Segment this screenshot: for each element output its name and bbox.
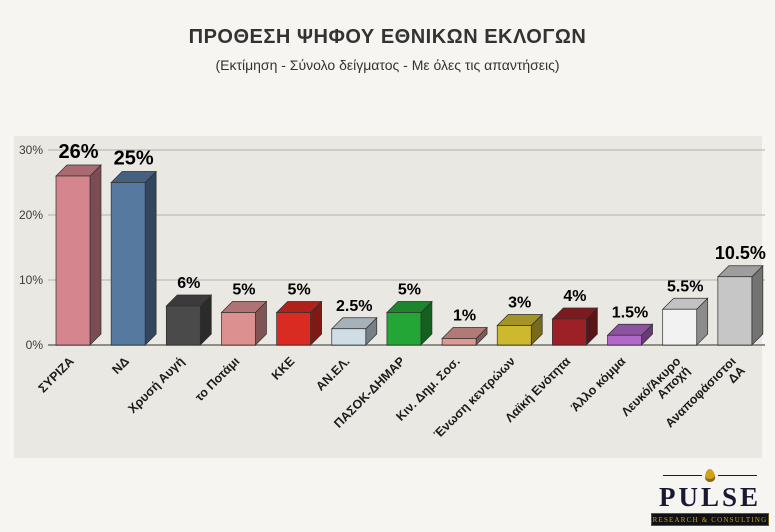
page-title: ΠΡΟΘΕΣΗ ΨΗΦΟΥ ΕΘΝΙΚΩΝ ΕΚΛΟΓΩΝ [188, 26, 587, 48]
bar-value-label: 3% [508, 295, 531, 312]
bar-front-face [386, 312, 422, 346]
pulse-logo: PULSE RESEARCH & CONSULTING [651, 468, 769, 526]
bar-front-face [441, 338, 477, 346]
bar-value-label: 4% [563, 288, 586, 305]
bar-value-label: 1.5% [612, 304, 648, 321]
y-tick-label: 30% [19, 143, 43, 157]
bar-front-face [276, 312, 311, 346]
bar-group-1: 25%ΝΔ [109, 148, 157, 377]
bar-value-label: 5% [288, 282, 311, 299]
bar-value-label: 26% [58, 141, 98, 163]
bar-front-face [552, 318, 587, 346]
page-subtitle: (Εκτίμηση - Σύνολο δείγματος - Με όλες τ… [215, 57, 560, 73]
flame-icon [704, 468, 716, 483]
logo-wordmark: PULSE [658, 481, 762, 512]
bar-value-label: 10.5% [715, 243, 766, 263]
bar-value-label: 5% [232, 282, 255, 299]
bar-front-face [55, 175, 91, 346]
bar-front-face [165, 305, 201, 346]
logo-flame-row [651, 468, 769, 483]
y-tick-label: 20% [19, 208, 43, 222]
bar-value-label: 1% [453, 308, 476, 325]
y-tick-label: 0% [26, 338, 44, 352]
bar-value-label: 2.5% [336, 298, 372, 315]
logo-tagline: RESEARCH & CONSULTING [651, 513, 769, 526]
bar-side-face [144, 170, 157, 346]
bar-front-face [221, 312, 256, 346]
bar-front-face [331, 328, 367, 346]
bar-front-face [110, 182, 146, 346]
bar-side-face [89, 164, 102, 346]
bar-front-face [662, 308, 698, 346]
bar-front-face [607, 334, 642, 346]
bar-side-face [751, 264, 764, 346]
logo-rule-right [718, 475, 757, 477]
bar-value-label: 6% [177, 275, 200, 292]
bar-value-label: 5% [398, 282, 421, 299]
bar-front-face [717, 276, 753, 346]
bar-front-face [496, 325, 532, 346]
logo-rule-left [663, 475, 702, 477]
bar-value-label: 25% [114, 148, 154, 170]
y-tick-label: 10% [19, 273, 43, 287]
bar-value-label: 5.5% [667, 278, 703, 295]
